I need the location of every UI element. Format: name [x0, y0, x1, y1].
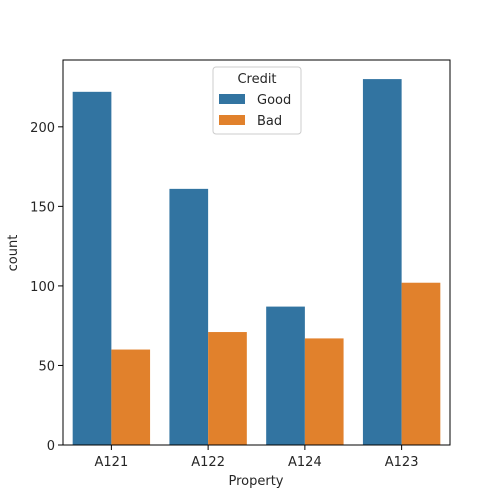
- x-axis: A121 A122 A124 A123: [95, 445, 419, 470]
- x-tick-label: A121: [95, 455, 129, 470]
- legend: Credit Good Bad: [212, 66, 302, 135]
- legend-title: Credit: [237, 72, 276, 87]
- y-tick-label: 100: [30, 280, 55, 295]
- y-tick-label: 50: [38, 359, 55, 374]
- x-axis-label: Property: [228, 474, 283, 489]
- y-tick-label: 200: [30, 121, 55, 136]
- y-axis: 0 50 100 150 200: [30, 121, 63, 454]
- legend-label-bad: Bad: [257, 114, 282, 129]
- x-tick-label: A122: [191, 455, 225, 470]
- bar-good-a124: [266, 306, 305, 445]
- bar-good-a121: [72, 91, 112, 446]
- bars-group: [72, 79, 441, 446]
- legend-swatch-good: [219, 94, 245, 104]
- bar-bad-a124: [304, 338, 344, 445]
- bar-bad-a123: [401, 282, 441, 445]
- x-tick-label: A124: [288, 455, 322, 470]
- legend-label-good: Good: [257, 93, 291, 108]
- bar-good-a122: [169, 188, 209, 445]
- y-tick-label: 150: [30, 200, 55, 215]
- bar-bad-a121: [111, 349, 151, 445]
- x-tick-label: A123: [385, 455, 419, 470]
- plot-frame: [62, 59, 451, 446]
- bar-good-a123: [362, 79, 402, 445]
- bar-bad-a122: [208, 332, 247, 445]
- y-axis-label: count: [6, 235, 21, 272]
- legend-swatch-bad: [219, 115, 245, 125]
- y-tick-label: 0: [47, 439, 55, 454]
